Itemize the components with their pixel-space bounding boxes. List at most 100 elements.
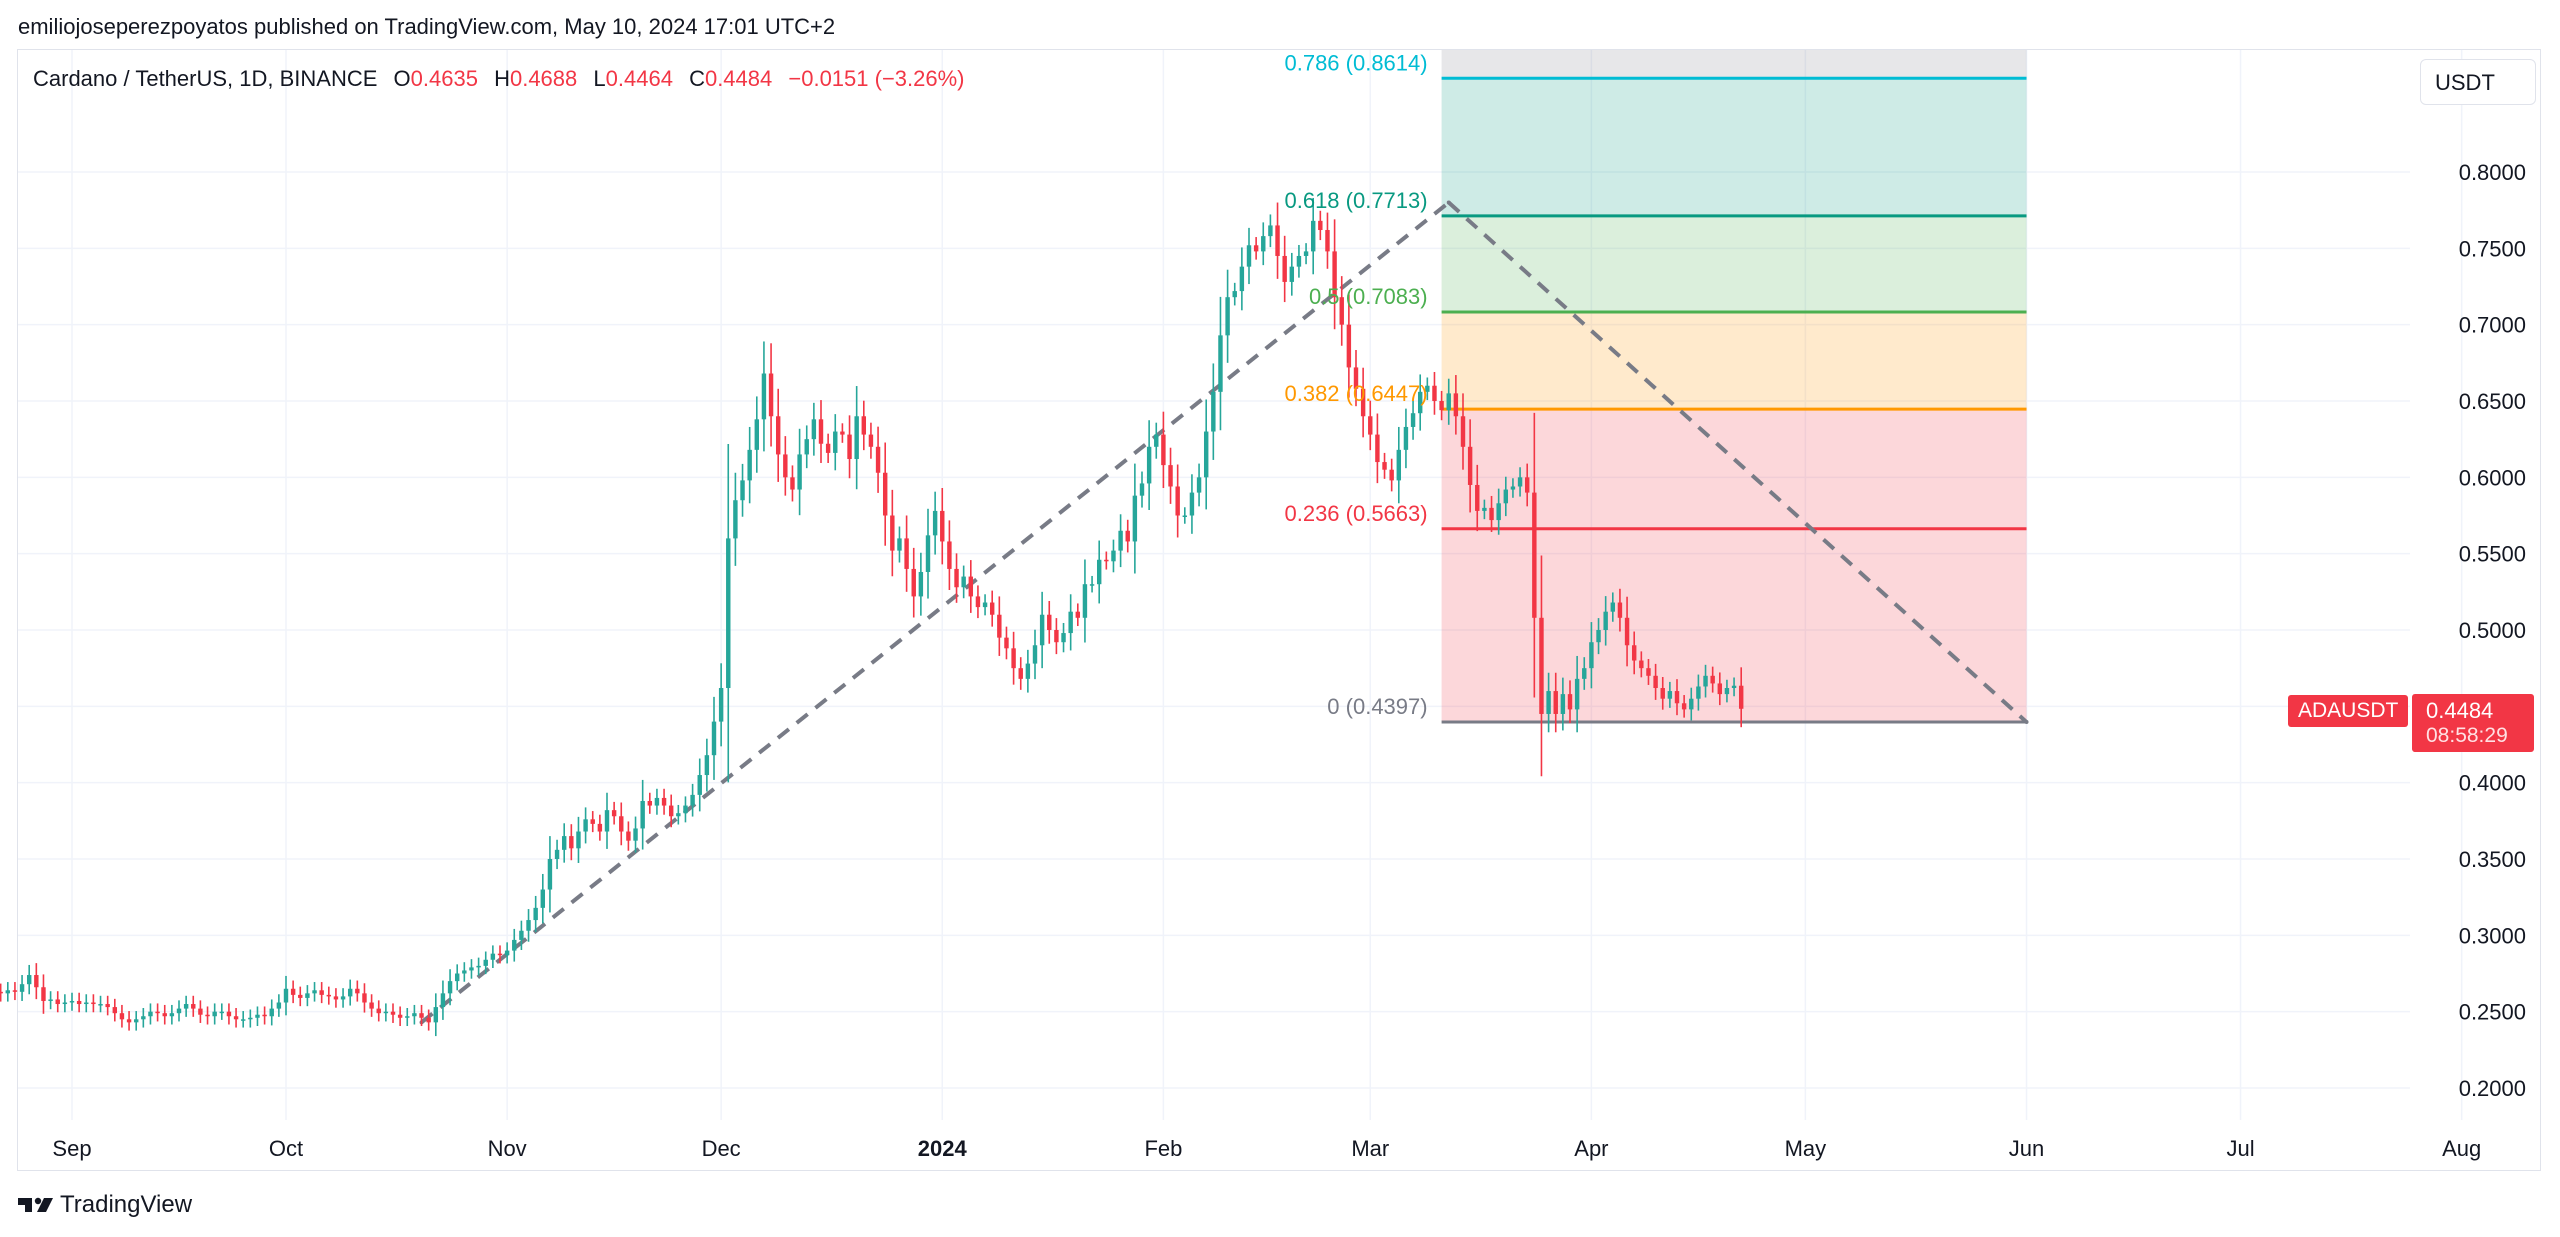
candle-body: [426, 1017, 431, 1023]
candle-body: [1539, 617, 1544, 714]
candle-body: [226, 1011, 232, 1017]
candle-body: [754, 419, 760, 450]
price-axis[interactable]: 0.20000.25000.30000.35000.40000.45000.50…: [2459, 160, 2526, 1101]
dashed-trendline[interactable]: [419, 200, 2029, 1025]
tradingview-brand[interactable]: TradingView: [18, 1191, 192, 1219]
x-tick-label: Jul: [2226, 1136, 2254, 1161]
candle-body: [19, 984, 25, 992]
time-axis[interactable]: Sep Oct Nov Dec 2024 Feb Mar Apr May Jun Jul Aug: [52, 1136, 2481, 1161]
candle-body: [412, 1013, 417, 1017]
candle-body: [1425, 385, 1430, 392]
candle-body: [811, 419, 817, 440]
candle-body: [925, 535, 931, 572]
candle-body: [1332, 251, 1337, 298]
candle-body: [547, 859, 553, 890]
candle-body: [1253, 245, 1259, 252]
candle-body: [683, 805, 688, 814]
candle-body: [733, 500, 738, 539]
candle-body: [718, 688, 724, 722]
candle-body: [1054, 630, 1059, 643]
candle-body: [119, 1013, 125, 1020]
candle-body: [219, 1011, 225, 1014]
candle-body: [476, 965, 481, 968]
candle-body: [1111, 550, 1116, 562]
candle-body: [1703, 675, 1708, 687]
candle-body: [269, 1008, 274, 1017]
candle-body: [1432, 385, 1437, 401]
candle-body: [697, 775, 702, 795]
candle-body: [1410, 413, 1416, 427]
candle-body: [155, 1011, 160, 1014]
price-chart[interactable]: 0.786 (0.8614) 0.618 (0.7713) 0.5 (0.7083)…: [0, 0, 2560, 1180]
x-tick-label: 2024: [918, 1136, 968, 1161]
x-tick-label: May: [1785, 1136, 1827, 1161]
candle-body: [1182, 515, 1188, 517]
candle-body: [904, 538, 909, 569]
candle-body: [1246, 245, 1252, 267]
legend-close-value: 0.4484: [704, 66, 773, 91]
trendline-point: [2024, 720, 2029, 725]
legend-high-label: H: [494, 66, 510, 91]
candle-body: [1339, 297, 1344, 325]
candle-body: [262, 1014, 267, 1017]
tradingview-logo-icon: [18, 1197, 53, 1212]
symbol-legend: Cardano / TetherUS, 1D, BINANCE O0.4635 …: [33, 66, 965, 92]
candle-body: [1232, 291, 1237, 298]
candle-body: [1282, 255, 1287, 282]
candle-body: [1603, 611, 1608, 630]
candle-body: [633, 828, 638, 841]
candle-body: [797, 454, 802, 490]
candle-body: [590, 819, 595, 824]
currency-unit-button[interactable]: USDT: [2420, 59, 2536, 105]
candle-body: [1039, 614, 1045, 646]
candle-body: [882, 472, 888, 516]
candle-body: [761, 373, 767, 420]
candle-body: [1674, 691, 1680, 704]
candle-body: [1610, 602, 1616, 612]
candle-body: [1125, 530, 1130, 542]
candle-body: [141, 1016, 146, 1020]
candle-body: [1368, 416, 1373, 435]
candle-body: [1239, 266, 1245, 292]
candle-body: [1503, 489, 1509, 504]
candle-body: [1517, 477, 1523, 487]
candle-body: [1681, 703, 1687, 710]
brand-name: TradingView: [60, 1191, 193, 1218]
candle-body: [205, 1014, 210, 1017]
candles: [0, 197, 1744, 1037]
candle-body: [512, 939, 517, 951]
candle-body: [376, 1008, 381, 1014]
candle-body: [347, 988, 353, 997]
candle-body: [961, 576, 966, 588]
candle-body: [1510, 486, 1516, 490]
candle-body: [561, 836, 567, 850]
candle-body: [298, 994, 303, 998]
candle-body: [847, 434, 852, 460]
candle-body: [1574, 678, 1580, 710]
x-tick-label: Apr: [1574, 1136, 1608, 1161]
candle-body: [640, 800, 645, 829]
candle-body: [1596, 630, 1601, 643]
candle-body: [312, 990, 317, 994]
candle-body: [975, 596, 981, 608]
candle-body: [169, 1013, 175, 1017]
fib-level-label: 0.236 (0.5663): [1284, 501, 1427, 526]
candle-body: [1389, 469, 1394, 481]
candle-body: [1567, 694, 1573, 710]
candle-body: [1261, 236, 1266, 252]
candle-body: [1382, 462, 1387, 470]
candle-body: [1375, 434, 1380, 463]
candle-body: [191, 1004, 196, 1009]
candle-body: [1032, 645, 1038, 664]
candle-body: [133, 1019, 139, 1023]
candle-body: [355, 988, 360, 994]
candle-body: [126, 1019, 132, 1023]
fibonacci-retracement[interactable]: [1441, 50, 2027, 724]
ticker-price-label: ADAUSDT: [2288, 695, 2409, 727]
legend-high-value: 0.4688: [509, 66, 578, 91]
trendline-segment: [420, 200, 1450, 1024]
y-tick-label: 0.7500: [2459, 236, 2526, 261]
candle-body: [69, 1000, 75, 1003]
candle-body: [105, 1004, 110, 1008]
candle-body: [1560, 694, 1566, 714]
